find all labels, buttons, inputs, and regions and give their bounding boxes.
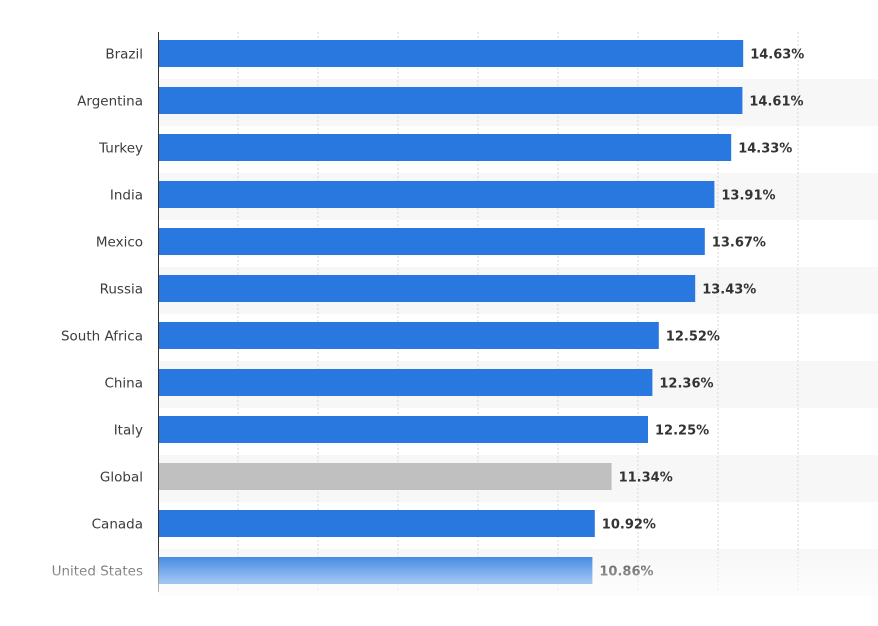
value-label: 13.43% [702,283,756,298]
value-label: 14.63% [750,48,804,63]
bars [158,40,744,584]
bar-india[interactable] [158,181,715,208]
category-label: Canada [92,517,143,533]
value-label: 13.67% [712,236,766,251]
category-label: Global [100,470,143,486]
bar-china[interactable] [158,369,653,396]
bar-mexico[interactable] [158,228,705,255]
category-label: China [104,376,143,392]
bar-russia[interactable] [158,275,696,302]
category-label: Russia [100,282,143,298]
bar-brazil[interactable] [158,40,744,67]
bar-canada[interactable] [158,510,595,537]
value-label: 10.86% [599,565,653,580]
value-label: 10.92% [602,518,656,533]
value-label: 14.61% [749,95,803,110]
value-label: 12.36% [659,377,713,392]
category-label: Turkey [98,141,143,157]
category-label: Italy [114,423,143,439]
category-label: Brazil [105,47,143,63]
value-label: 14.33% [738,142,792,157]
value-label: 11.34% [619,471,673,486]
bar-italy[interactable] [158,416,648,443]
bar-united-states[interactable] [158,557,593,584]
category-label: United States [52,564,143,580]
value-label: 13.91% [721,189,775,204]
value-label: 12.52% [666,330,720,345]
bar-argentina[interactable] [158,87,743,114]
bar-global[interactable] [158,463,612,490]
category-label: South Africa [61,329,143,345]
category-label: India [110,188,143,204]
value-label: 12.25% [655,424,709,439]
bar-turkey[interactable] [158,134,732,161]
category-labels: Brazil Argentina Turkey India Mexico Russia So… [52,47,143,580]
category-label: Argentina [77,94,143,110]
bar-south-africa[interactable] [158,322,659,349]
category-label: Mexico [96,235,143,251]
gridlines [237,32,799,592]
value-labels: 14.63% 14.61% 14.33% 13.91% 13.67% 13.43% 12.5… [599,48,804,580]
